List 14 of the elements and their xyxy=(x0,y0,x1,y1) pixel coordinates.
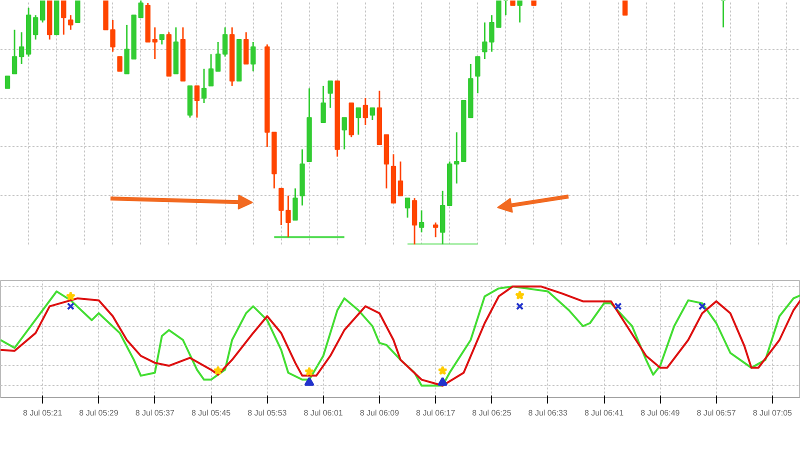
x-tick-label: 8 Jul 06:09 xyxy=(360,408,400,418)
x-tick-label: 8 Jul 05:45 xyxy=(191,408,232,418)
x-tick-label: 8 Jul 05:29 xyxy=(79,408,119,418)
x-tick-label: 8 Jul 06:17 xyxy=(416,408,456,418)
x-tick-label: 8 Jul 05:37 xyxy=(135,408,176,418)
x-tick-label: 8 Jul 06:41 xyxy=(584,408,624,418)
x-tick-label: 8 Jul 05:53 xyxy=(248,408,288,418)
x-tick-label: 8 Jul 06:49 xyxy=(640,408,680,418)
x-tick-label: 8 Jul 07:05 xyxy=(752,408,793,418)
x-tick-label: 8 Jul 05:21 xyxy=(23,408,63,418)
x-tick-label: 8 Jul 06:25 xyxy=(472,408,512,418)
x-tick-label: 8 Jul 06:33 xyxy=(528,408,568,418)
x-tick-label: 8 Jul 06:57 xyxy=(696,408,736,418)
x-tick-label: 8 Jul 06:01 xyxy=(304,408,344,418)
